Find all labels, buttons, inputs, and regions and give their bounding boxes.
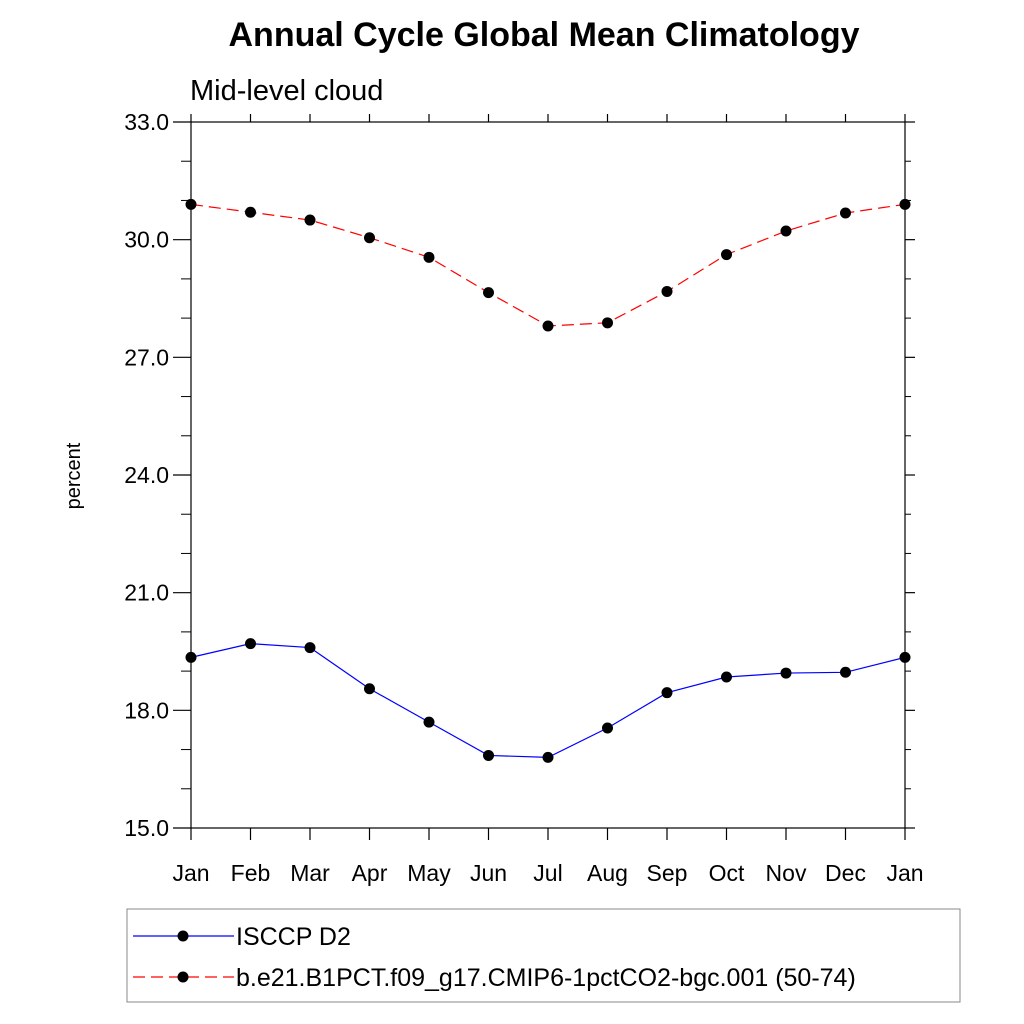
series-0-point — [721, 671, 732, 683]
series-0-point — [661, 687, 673, 699]
legend-marker-1 — [177, 971, 189, 983]
series-1-point — [542, 320, 554, 332]
chart-subtitle: Mid-level cloud — [190, 75, 383, 107]
legend-label-1: b.e21.B1PCT.f09_g17.CMIP6-1pctCO2-bgc.00… — [236, 964, 856, 992]
series-0-point — [542, 751, 554, 763]
series-0-point — [899, 651, 911, 663]
series-1-point — [840, 207, 851, 219]
series-0-point — [780, 667, 792, 679]
series-0-point — [423, 716, 435, 728]
y-tick-label: 15.0 — [124, 815, 169, 841]
x-tick-label: Feb — [231, 860, 271, 886]
series-0-point — [483, 749, 494, 761]
series-line-1 — [190, 203, 906, 327]
y-tick-label: 30.0 — [124, 227, 169, 253]
x-tick-label: Aug — [587, 860, 628, 886]
series-0-point — [245, 638, 256, 650]
x-tick-label: Apr — [352, 860, 388, 886]
x-tick-label: Dec — [825, 860, 866, 886]
legend-marker-0 — [177, 930, 189, 942]
series-1-point — [721, 249, 732, 261]
x-tick-label: Nov — [766, 860, 807, 886]
chart-title: Annual Cycle Global Mean Climatology — [229, 16, 860, 54]
x-tick-label: Jan — [886, 860, 923, 886]
series-0-point — [602, 722, 613, 734]
x-tick-label: Mar — [290, 860, 330, 886]
series-1-point — [304, 214, 316, 226]
series-line-0 — [190, 643, 906, 759]
y-axis: 15.0 18.0 21.0 24.0 27.0 30.0 33.0 — [124, 109, 915, 841]
series-0-point — [364, 683, 375, 695]
y-axis-label: percent — [63, 442, 85, 509]
legend-box — [126, 908, 961, 1003]
y-tick-label: 27.0 — [124, 344, 169, 370]
series-1-point — [661, 285, 673, 297]
series-0-point — [304, 642, 316, 654]
series-1-point — [423, 251, 435, 263]
series-1-point — [245, 206, 256, 218]
x-tick-label: Jul — [533, 860, 562, 886]
x-tick-label: Oct — [709, 860, 745, 886]
x-tick-label: Jun — [470, 860, 507, 886]
y-tick-label: 21.0 — [124, 580, 169, 606]
x-tick-label: Jan — [172, 860, 209, 886]
y-tick-label: 33.0 — [124, 109, 169, 135]
x-axis: Jan Feb Mar Apr May Jun Jul Aug Sep Oct Nov Dec Jan — [172, 114, 924, 886]
x-tick-label: May — [407, 860, 451, 886]
series-layer — [185, 198, 911, 763]
legend-label-0: ISCCP D2 — [236, 923, 351, 951]
y-tick-label: 18.0 — [124, 697, 169, 723]
series-1-point — [602, 317, 613, 329]
series-1-point — [483, 287, 494, 299]
series-1-point — [364, 232, 375, 244]
series-1-point — [185, 198, 197, 210]
series-0-point — [185, 651, 197, 663]
y-tick-label: 24.0 — [124, 462, 169, 488]
series-1-point — [899, 198, 911, 210]
series-1-point — [780, 225, 792, 237]
x-tick-label: Sep — [647, 860, 688, 886]
legend: ISCCP D2 b.e21.B1PCT.f09_g17.CMIP6-1pctCO… — [133, 923, 856, 992]
series-0-point — [840, 666, 851, 678]
